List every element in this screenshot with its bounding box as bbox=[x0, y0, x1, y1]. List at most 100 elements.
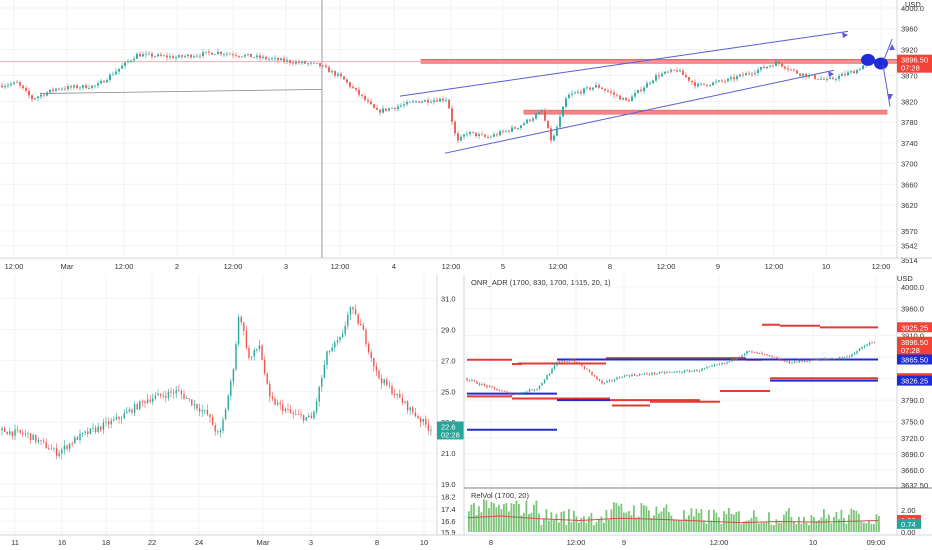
top-candle bbox=[799, 73, 801, 76]
volume-bar bbox=[833, 516, 835, 532]
bl-candle bbox=[63, 445, 66, 450]
br-candle bbox=[723, 363, 726, 364]
bl-candle bbox=[40, 440, 42, 441]
br-candle bbox=[656, 373, 658, 375]
volume-bar bbox=[583, 516, 585, 532]
top-y-tick-label: 3740 bbox=[901, 139, 918, 148]
top-candle bbox=[256, 55, 258, 58]
top-candle bbox=[595, 84, 597, 88]
br-currency-label: USD bbox=[897, 274, 913, 283]
bl-x-tick-label: 3 bbox=[309, 538, 313, 547]
br-candle bbox=[503, 390, 506, 392]
top-candle bbox=[712, 82, 714, 86]
br-candle bbox=[808, 360, 811, 362]
top-candle bbox=[565, 98, 567, 107]
top-candle bbox=[580, 91, 582, 94]
volume-bar bbox=[580, 517, 583, 532]
br-candle bbox=[711, 365, 713, 367]
top-candle bbox=[397, 106, 399, 109]
volume-bar bbox=[718, 517, 720, 532]
volume-bar bbox=[593, 525, 595, 532]
top-candle bbox=[367, 100, 369, 102]
top-candle bbox=[175, 57, 177, 59]
top-x-tick-label: 12:00 bbox=[5, 262, 24, 271]
bl-candle bbox=[58, 453, 60, 456]
top-candle bbox=[475, 132, 477, 137]
bl-candle bbox=[383, 379, 385, 384]
volume-bar bbox=[688, 515, 690, 532]
bl-candle bbox=[271, 396, 274, 399]
bl-candle bbox=[261, 345, 263, 360]
bl-candle bbox=[245, 330, 248, 349]
br-candle bbox=[478, 383, 481, 385]
br-candle bbox=[621, 377, 623, 378]
volume-bar bbox=[625, 512, 628, 532]
br-candle bbox=[581, 364, 583, 367]
br-candle bbox=[468, 380, 471, 382]
top-candle bbox=[172, 56, 174, 59]
top-candle bbox=[541, 111, 543, 113]
bl-candle bbox=[388, 385, 391, 387]
br-candle bbox=[471, 380, 473, 382]
bl-candle bbox=[331, 347, 333, 352]
volume-tick-label: 0.00 bbox=[901, 528, 916, 537]
bl-candle bbox=[107, 421, 110, 425]
volume-bar bbox=[683, 510, 685, 532]
bl-candle bbox=[92, 427, 94, 429]
top-candle bbox=[334, 71, 336, 76]
bl-y-tick-label: 17.4 bbox=[441, 505, 456, 514]
bl-candle bbox=[170, 391, 172, 393]
volume-bar bbox=[540, 524, 543, 532]
volume-bar bbox=[838, 519, 840, 532]
top-candle bbox=[76, 85, 78, 89]
bl-candle bbox=[94, 427, 97, 432]
volume-bar bbox=[843, 517, 845, 532]
bl-candle bbox=[172, 392, 175, 394]
top-candle bbox=[286, 60, 288, 62]
bl-candle bbox=[341, 333, 344, 338]
volume-bar bbox=[743, 521, 745, 532]
top-candle bbox=[658, 75, 660, 77]
bl-candle bbox=[391, 386, 393, 395]
volume-bar bbox=[870, 523, 873, 532]
top-candle bbox=[610, 91, 612, 93]
bl-candle bbox=[37, 440, 40, 442]
volume-bar bbox=[780, 522, 783, 532]
br-candle bbox=[616, 377, 618, 380]
top-candle bbox=[109, 74, 111, 81]
bl-candle bbox=[321, 377, 323, 387]
br-last-price-label: 3896.50 bbox=[901, 338, 928, 347]
br-candle bbox=[636, 375, 638, 377]
top-candle bbox=[307, 63, 309, 65]
br-candle bbox=[816, 359, 818, 361]
bl-candle bbox=[29, 433, 32, 440]
top-candle bbox=[10, 83, 12, 86]
volume-bar bbox=[653, 515, 655, 532]
bl-candle bbox=[375, 366, 378, 371]
top-candle bbox=[439, 98, 441, 102]
br-candle bbox=[796, 361, 798, 363]
br-candle bbox=[721, 363, 723, 365]
top-candle bbox=[217, 51, 219, 54]
br-candle bbox=[561, 360, 563, 362]
top-candle bbox=[838, 75, 840, 79]
top-candle bbox=[241, 56, 243, 58]
bl-candle bbox=[146, 399, 149, 404]
top-candle bbox=[721, 80, 723, 82]
top-candle bbox=[847, 72, 849, 76]
top-candle bbox=[91, 85, 93, 89]
top-candle bbox=[178, 55, 180, 58]
bl-candle bbox=[217, 431, 219, 433]
volume-bar bbox=[863, 522, 865, 532]
volume-bar bbox=[678, 520, 680, 532]
br-candle bbox=[698, 370, 701, 372]
br-candle bbox=[493, 387, 496, 389]
bl-candle bbox=[131, 409, 133, 413]
br-candle bbox=[871, 342, 873, 344]
volume-bar bbox=[605, 510, 608, 532]
top-candle bbox=[232, 54, 234, 56]
bl-candle bbox=[386, 379, 388, 386]
br-candle bbox=[571, 359, 573, 361]
bl-candle bbox=[27, 433, 29, 435]
top-candle bbox=[661, 73, 663, 77]
